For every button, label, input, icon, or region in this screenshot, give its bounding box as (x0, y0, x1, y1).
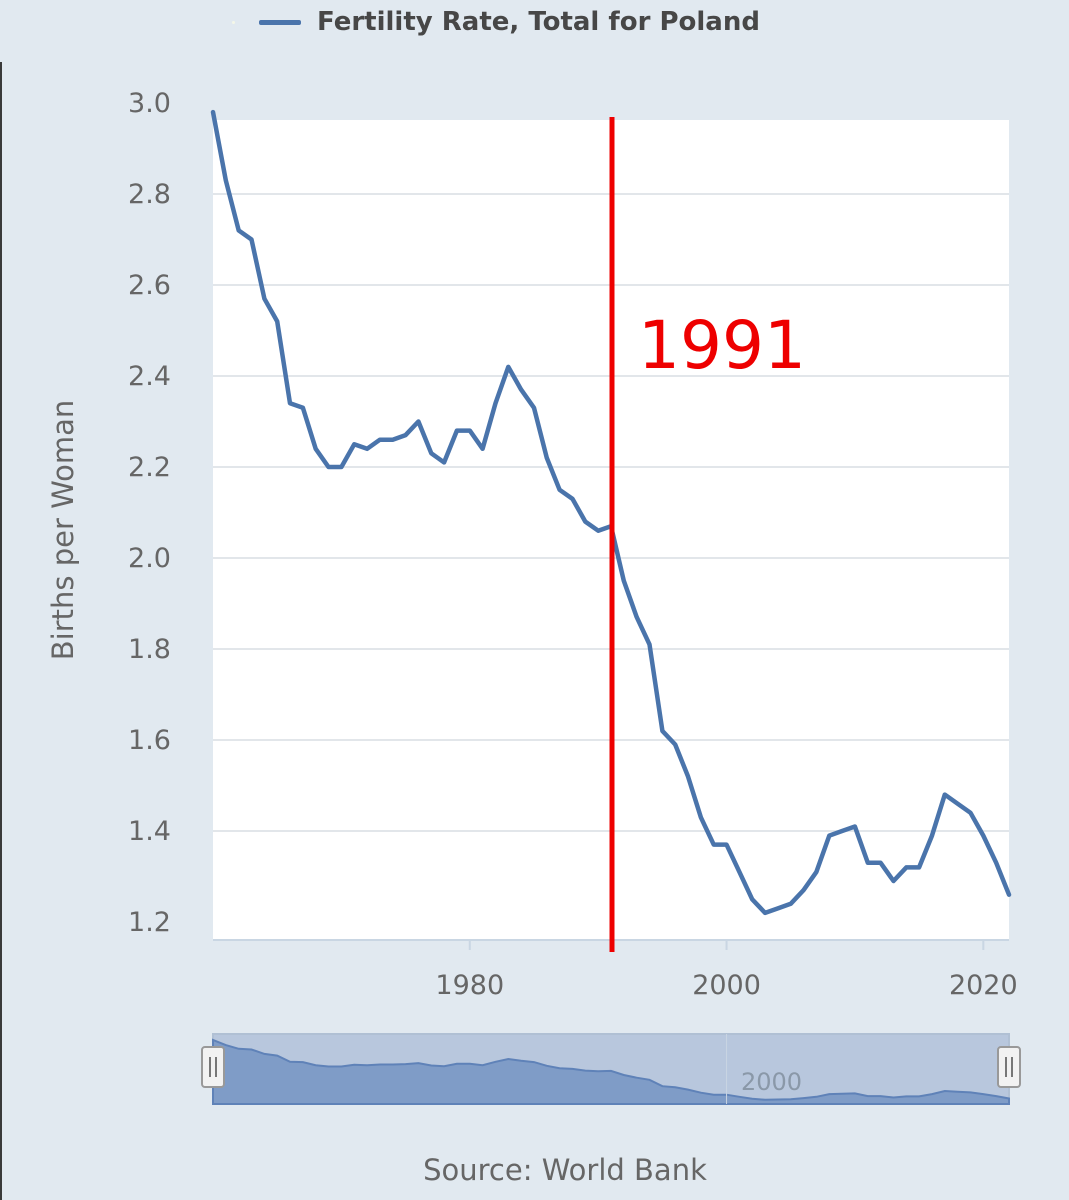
navigator-year-label: 2000 (741, 1068, 802, 1096)
navigator-series-area (212, 1038, 1010, 1105)
grip-icon (209, 1057, 217, 1077)
y-tick-label: 2.0 (128, 543, 171, 574)
y-tick-label: 1.4 (128, 816, 171, 847)
legend[interactable]: Fertility Rate, Total for Poland (232, 4, 760, 40)
navigator-right-handle[interactable] (997, 1046, 1021, 1088)
y-axis-title: Births per Woman (46, 400, 80, 660)
y-tick-label: 1.6 (128, 725, 171, 756)
y-tick-label: 2.2 (128, 452, 171, 483)
legend-label: Fertility Rate, Total for Poland (317, 7, 760, 37)
navigator[interactable]: 2000 (201, 1033, 1021, 1105)
legend-dot-icon (232, 20, 235, 24)
source-text: Source: World Bank (423, 1153, 707, 1187)
grip-icon (1005, 1057, 1013, 1077)
y-tick-label: 2.6 (128, 270, 171, 301)
annotation-label-1991: 1991 (638, 307, 806, 384)
x-tick-label: 1980 (435, 970, 504, 1001)
x-tick-label: 2020 (949, 970, 1018, 1001)
navigator-left-handle[interactable] (201, 1046, 225, 1088)
left-border (0, 62, 2, 1200)
y-tick-label: 3.0 (128, 88, 171, 119)
x-tick-label: 2000 (692, 970, 761, 1001)
y-tick-label: 1.2 (128, 907, 171, 938)
legend-swatch-icon (259, 19, 301, 25)
y-tick-label: 2.8 (128, 179, 171, 210)
y-tick-label: 1.8 (128, 634, 171, 665)
y-tick-label: 2.4 (128, 361, 171, 392)
